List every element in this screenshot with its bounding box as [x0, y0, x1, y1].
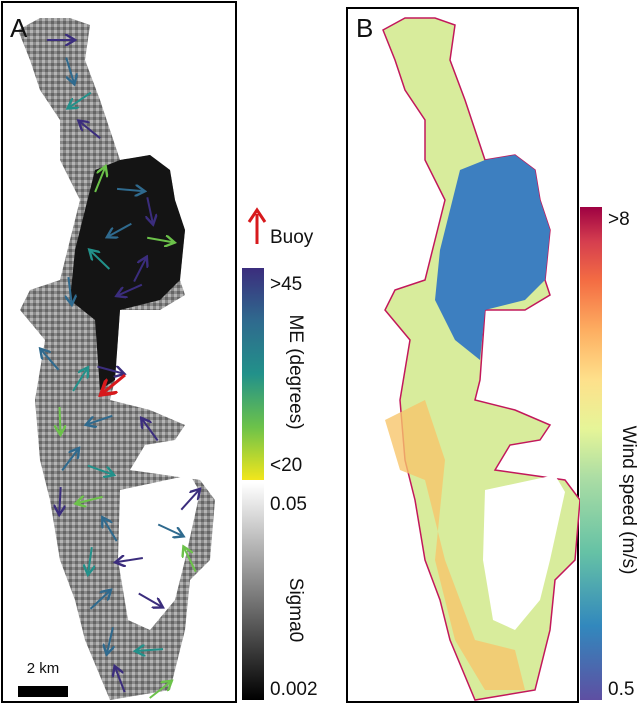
direction-arrow — [89, 591, 109, 610]
me-title: ME (degrees) — [285, 314, 306, 429]
direction-arrow — [65, 57, 74, 83]
direction-arrow — [115, 668, 126, 693]
low-wind-region — [435, 155, 550, 360]
arrows — [41, 40, 198, 699]
direction-arrow — [59, 486, 60, 513]
panel-label: A — [10, 13, 28, 43]
direction-arrow — [88, 414, 113, 424]
sigma-top: 0.05 — [270, 494, 307, 515]
wind-bottom: 0.5 — [608, 679, 634, 700]
wind-colorbar — [580, 207, 602, 700]
direction-arrow — [118, 283, 143, 296]
legend-b: >8 Wind speed (m/s) 0.5 — [580, 207, 639, 700]
direction-arrow — [137, 649, 164, 651]
direction-arrow — [91, 251, 111, 270]
scale-label: 2 km — [27, 660, 60, 677]
direction-arrow — [180, 490, 198, 511]
buoy-label: Buoy — [270, 227, 314, 248]
panel-b: B — [346, 7, 581, 703]
direction-arrow — [109, 222, 132, 237]
direction-arrow — [138, 592, 162, 607]
direction-arrow — [107, 627, 113, 652]
me-top: >45 — [270, 274, 302, 295]
direction-arrow — [103, 519, 118, 542]
direction-arrow — [80, 122, 101, 139]
panel-label: B — [356, 13, 373, 43]
panel-a: A 2 km — [1, 1, 237, 703]
direction-arrow — [133, 258, 146, 283]
direction-arrow — [94, 168, 105, 193]
legend-a: Buoy >45 ME (degrees) <20 0.05 Sigma0 0.… — [242, 207, 318, 700]
scale-bar — [18, 686, 68, 697]
sigma-bottom: 0.002 — [270, 679, 318, 700]
direction-arrow — [77, 497, 103, 503]
direction-arrow — [61, 450, 78, 471]
direction-arrow — [41, 350, 60, 371]
buoy-direction — [103, 373, 126, 393]
direction-arrow — [72, 369, 87, 392]
wind-title: Wind speed (m/s) — [618, 426, 639, 575]
me-colorbar — [242, 268, 264, 480]
sigma-colorbar — [242, 483, 264, 700]
lake-hole — [483, 475, 565, 630]
direction-arrow — [60, 406, 61, 433]
me-bottom: <20 — [270, 455, 302, 476]
direction-arrow — [184, 548, 197, 573]
lake-hole — [118, 475, 200, 630]
high-wind-region — [385, 400, 525, 690]
buoy-arrow-head — [247, 207, 267, 223]
direction-arrow — [157, 523, 182, 536]
direction-arrow — [88, 546, 92, 573]
direction-arrow — [142, 419, 159, 442]
direction-arrow — [69, 91, 92, 108]
direction-arrow — [117, 558, 143, 562]
direction-arrow — [147, 197, 152, 222]
direction-arrow — [149, 682, 170, 699]
direction-arrow — [68, 276, 71, 303]
wind-top: >8 — [608, 209, 630, 230]
direction-arrow — [116, 189, 143, 191]
sigma-title: Sigma0 — [285, 578, 306, 642]
direction-arrow — [97, 367, 122, 374]
direction-arrow — [87, 464, 112, 475]
direction-arrow — [147, 238, 173, 243]
